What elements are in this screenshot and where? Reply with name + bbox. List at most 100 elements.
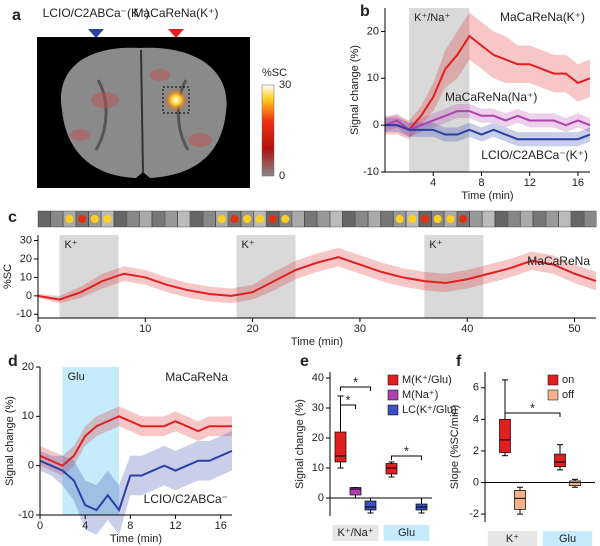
x-axis-label: Time (min) — [461, 190, 513, 202]
x-tick-label: 16 — [215, 520, 227, 532]
y-tick-label: -2 — [469, 508, 479, 520]
x-tick-label: 4 — [82, 520, 88, 532]
box — [554, 453, 566, 468]
x-tick-label: 12 — [169, 520, 181, 532]
x-tick-label: 50 — [568, 323, 580, 335]
image-strip-spot — [255, 215, 264, 223]
image-strip-frame — [291, 210, 305, 228]
error-band — [40, 406, 232, 476]
panel-letter: e — [300, 353, 309, 370]
panel-letter: c — [8, 209, 17, 226]
x-tick-label: 10 — [139, 323, 151, 335]
y-tick-label: 20 — [22, 361, 34, 373]
category-box — [383, 525, 430, 541]
image-strip-frame — [50, 210, 64, 228]
y-axis-label: Slope (%SC/min) — [449, 405, 461, 489]
legend-label: LC(K⁺/Glu) — [402, 404, 457, 416]
y-tick-label: -10 — [18, 509, 34, 521]
y-tick-label: -10 — [16, 308, 32, 320]
significance-star: * — [353, 374, 358, 389]
image-strip-spot — [217, 215, 226, 223]
legend-label: M(Na⁺) — [402, 389, 438, 401]
stimulus-band — [424, 235, 484, 318]
image-strip-frame — [37, 210, 51, 228]
y-tick-label: 0 — [28, 460, 34, 472]
image-strip-frame — [507, 210, 521, 228]
x-tick-label: 8 — [478, 177, 484, 189]
image-strip-frame — [126, 210, 140, 228]
stimulus-band — [409, 8, 470, 172]
legend-label: off — [562, 389, 575, 401]
significance-bracket — [504, 412, 561, 418]
stimulus-label: Glu — [68, 371, 85, 383]
x-tick-label: 12 — [524, 177, 536, 189]
box — [364, 500, 377, 511]
legend-swatch — [387, 374, 399, 386]
box — [499, 419, 511, 453]
significance-bracket — [340, 404, 356, 409]
significance-bracket — [340, 386, 371, 391]
image-strip-spot — [103, 215, 112, 223]
category-label: K⁺ — [506, 533, 519, 545]
y-tick-label: 20 — [312, 432, 324, 444]
y-axis-label: Signal change (%) — [294, 399, 306, 489]
image-strip-spot — [230, 215, 239, 223]
image-strip-spot — [433, 215, 442, 223]
image-strip-spot — [395, 215, 404, 223]
image-strip-spot — [268, 215, 277, 223]
stimulus-label: K⁺ — [64, 239, 77, 251]
y-tick-label: 4 — [473, 413, 479, 425]
series-line — [385, 124, 591, 141]
category-label: Glu — [398, 527, 415, 539]
image-strip-frame — [355, 210, 368, 228]
x-axis-label: Time (min) — [291, 336, 343, 348]
y-tick-label: 40 — [312, 372, 324, 384]
image-label: MaCaReNa(K⁺) — [133, 6, 218, 20]
panel-letter: a — [12, 7, 21, 24]
error-band — [40, 431, 232, 535]
image-strip-frame — [583, 210, 597, 228]
image-strip-frame — [139, 210, 153, 228]
panel-letter: f — [456, 353, 462, 370]
series-line — [385, 34, 591, 132]
category-label: Glu — [559, 533, 576, 545]
image-strip-frame — [177, 210, 191, 228]
image-strip-spot — [281, 215, 290, 223]
series-line — [384, 110, 591, 131]
image-strip-frame — [202, 210, 216, 228]
box — [385, 463, 398, 475]
legend-label: M(K⁺/Glu) — [402, 374, 452, 386]
image-strip-frame — [495, 210, 508, 228]
y-tick-label: -10 — [363, 166, 379, 178]
series-label: MaCaReNa(K⁺) — [500, 10, 585, 24]
x-tick-label: 30 — [354, 323, 366, 335]
image-strip-frame — [152, 210, 165, 228]
image-strip-frame — [545, 210, 559, 228]
x-tick-label: 4 — [430, 177, 436, 189]
significance-star: * — [345, 392, 350, 407]
box — [349, 487, 362, 496]
image-strip-spot — [446, 215, 455, 223]
stimulus-label: K⁺/Na⁺ — [414, 12, 450, 24]
series-label: MaCaReNa — [527, 254, 590, 268]
colorbar-tick-label: 0 — [279, 170, 285, 182]
x-tick-label: 16 — [572, 177, 584, 189]
image-strip-frame — [113, 210, 127, 228]
image-strip-frame — [190, 210, 203, 228]
image-strip-frame — [520, 210, 533, 228]
legend-swatch — [547, 389, 559, 401]
category-box — [487, 531, 538, 546]
y-tick-label: 10 — [312, 462, 324, 474]
image-strip-spot — [78, 215, 87, 223]
colorbar-label: %SC — [262, 67, 287, 79]
legend-label: on — [562, 374, 574, 386]
panel-letter: b — [360, 3, 370, 20]
y-tick-label: 10 — [367, 72, 379, 84]
image-strip-frame — [380, 210, 394, 228]
x-tick-label: 8 — [127, 520, 133, 532]
x-tick-label: 0 — [35, 323, 41, 335]
category-box — [542, 531, 593, 546]
image-strip-spot — [408, 215, 417, 223]
mri-image — [37, 29, 275, 188]
y-tick-label: 30 — [312, 402, 324, 414]
